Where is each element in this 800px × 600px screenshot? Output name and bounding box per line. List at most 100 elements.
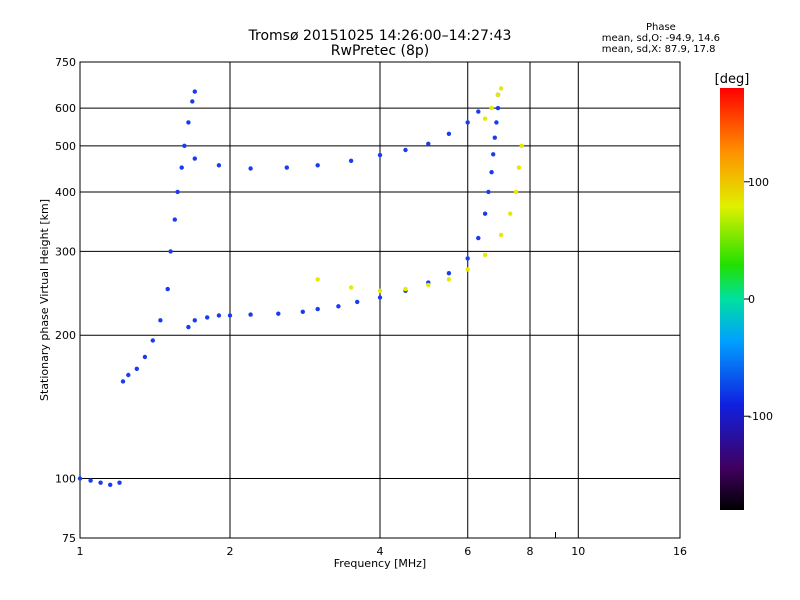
data-point: [446, 277, 452, 282]
data-point: [77, 476, 83, 481]
data-point: [465, 267, 470, 272]
data-traces: [77, 86, 524, 487]
data-point: [486, 189, 491, 195]
data-point: [495, 92, 501, 98]
data-point: [513, 189, 519, 195]
data-point: [168, 249, 173, 254]
y-tick-label: 200: [55, 329, 76, 342]
data-point: [482, 211, 488, 216]
series-trace: [186, 92, 501, 330]
data-point: [142, 354, 148, 360]
data-point: [216, 163, 222, 168]
data-point: [216, 313, 222, 318]
x-tick-label: 16: [673, 545, 687, 558]
data-point: [315, 163, 320, 168]
data-point: [192, 156, 197, 161]
data-point: [446, 271, 452, 276]
data-point: [348, 158, 354, 163]
data-point: [315, 306, 320, 312]
data-point: [482, 116, 488, 121]
y-tick-label: 400: [55, 186, 76, 199]
colorbar-label: [deg]: [715, 72, 750, 87]
data-point: [182, 143, 187, 148]
series-trace: [77, 89, 197, 487]
data-point: [498, 86, 504, 91]
y-tick-label: 75: [62, 532, 76, 545]
data-point: [377, 152, 383, 158]
y-tick-label: 100: [55, 473, 76, 486]
series-trace: [315, 143, 524, 293]
y-tick-label: 750: [55, 56, 76, 69]
data-point: [348, 285, 354, 290]
data-point: [165, 286, 170, 292]
x-tick-label: 1: [77, 545, 84, 558]
data-point: [489, 170, 494, 175]
data-point: [88, 478, 93, 483]
data-point: [508, 211, 513, 216]
colorbar: [deg] 100 0 -100: [715, 72, 773, 510]
data-point: [227, 313, 233, 318]
data-point: [126, 372, 131, 378]
data-point: [186, 324, 191, 330]
data-point: [205, 315, 210, 320]
series-trace: [192, 109, 481, 171]
data-point: [426, 282, 431, 288]
data-point: [98, 480, 103, 485]
data-point: [134, 366, 139, 371]
data-point: [120, 379, 126, 384]
data-point: [489, 105, 494, 111]
y-tick-label: 600: [55, 102, 76, 115]
data-point: [315, 277, 320, 282]
y-axis-label: Stationary phase Virtual Height [km]: [38, 199, 51, 401]
data-point: [465, 120, 470, 125]
data-point: [377, 288, 383, 293]
data-point: [158, 318, 163, 323]
data-point: [498, 232, 504, 238]
data-point: [179, 165, 184, 170]
data-point: [186, 120, 191, 125]
data-point: [175, 189, 180, 195]
grid: [80, 62, 680, 538]
data-point: [446, 131, 452, 136]
axis-ticks: 1 2 4 6 8 10 16 75 100 200 300 400 500 600 750: [55, 56, 687, 558]
y-tick-label: 500: [55, 140, 76, 153]
series-trace: [482, 86, 504, 121]
data-point: [108, 482, 113, 487]
colorbar-tick-label: -100: [748, 410, 773, 423]
data-point: [276, 311, 281, 316]
phase-heading: Phase: [645, 22, 676, 33]
phase-x-mode-stats: mean, sd,X: 87.9, 17.8: [601, 44, 716, 55]
data-point: [284, 165, 289, 170]
data-point: [117, 480, 122, 485]
colorbar-tick-label: 0: [748, 293, 755, 306]
colorbar-gradient: [720, 88, 744, 510]
x-tick-label: 6: [464, 545, 471, 558]
data-point: [476, 109, 481, 114]
colorbar-tick-label: 100: [748, 176, 769, 189]
data-point: [190, 99, 195, 104]
x-tick-label: 10: [571, 545, 585, 558]
colorbar-ticks: 100 0 -100: [744, 176, 773, 423]
data-point: [494, 120, 499, 125]
data-point: [516, 165, 522, 170]
data-point: [355, 299, 360, 305]
data-point: [172, 217, 177, 222]
data-point: [403, 286, 408, 292]
chart-title: Tromsø 20151025 14:26:00–14:27:43: [248, 28, 512, 44]
x-tick-label: 2: [227, 545, 234, 558]
data-point: [248, 166, 253, 171]
data-point: [248, 312, 253, 317]
data-point: [192, 89, 197, 94]
y-tick-label: 300: [55, 245, 76, 258]
data-point: [426, 141, 431, 146]
data-point: [377, 295, 383, 300]
phase-o-mode-stats: mean, sd,O: -94.9, 14.6: [601, 33, 720, 44]
chart-subtitle: RwPretec (8p): [330, 43, 430, 59]
phase-statistics: Phase mean, sd,O: -94.9, 14.6 mean, sd,X…: [602, 22, 720, 55]
data-point: [491, 152, 496, 157]
data-point: [482, 252, 488, 258]
x-tick-label: 8: [527, 545, 534, 558]
data-point: [300, 309, 305, 314]
